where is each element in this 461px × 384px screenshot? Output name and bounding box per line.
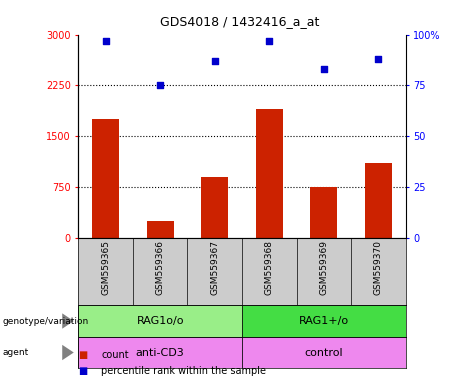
Point: [102, 38, 109, 44]
Bar: [242, 337, 406, 368]
Text: ■: ■: [78, 366, 88, 376]
Text: count: count: [101, 350, 129, 360]
Bar: [256, 109, 283, 238]
Bar: [78, 337, 242, 368]
Text: control: control: [305, 348, 343, 358]
Bar: [242, 305, 406, 337]
Text: GSM559370: GSM559370: [374, 240, 383, 295]
Text: RAG1+/o: RAG1+/o: [299, 316, 349, 326]
Bar: [78, 305, 242, 337]
Bar: [147, 221, 174, 238]
Point: [211, 58, 219, 64]
Point: [320, 66, 327, 72]
Text: genotype/variation: genotype/variation: [2, 316, 89, 326]
Bar: [365, 164, 392, 238]
Bar: [92, 119, 119, 238]
Bar: [310, 187, 337, 238]
Point: [157, 83, 164, 89]
Bar: [201, 177, 228, 238]
Polygon shape: [62, 345, 74, 360]
Polygon shape: [62, 313, 74, 329]
Point: [266, 38, 273, 44]
Text: GDS4018 / 1432416_a_at: GDS4018 / 1432416_a_at: [160, 15, 319, 28]
Text: GSM559367: GSM559367: [210, 240, 219, 295]
Text: ■: ■: [78, 350, 88, 360]
Text: GSM559369: GSM559369: [319, 240, 328, 295]
Text: percentile rank within the sample: percentile rank within the sample: [101, 366, 266, 376]
Text: agent: agent: [2, 348, 29, 357]
Text: GSM559368: GSM559368: [265, 240, 274, 295]
Text: GSM559365: GSM559365: [101, 240, 110, 295]
Text: GSM559366: GSM559366: [156, 240, 165, 295]
Point: [375, 56, 382, 62]
Text: anti-CD3: anti-CD3: [136, 348, 184, 358]
Text: RAG1o/o: RAG1o/o: [136, 316, 184, 326]
